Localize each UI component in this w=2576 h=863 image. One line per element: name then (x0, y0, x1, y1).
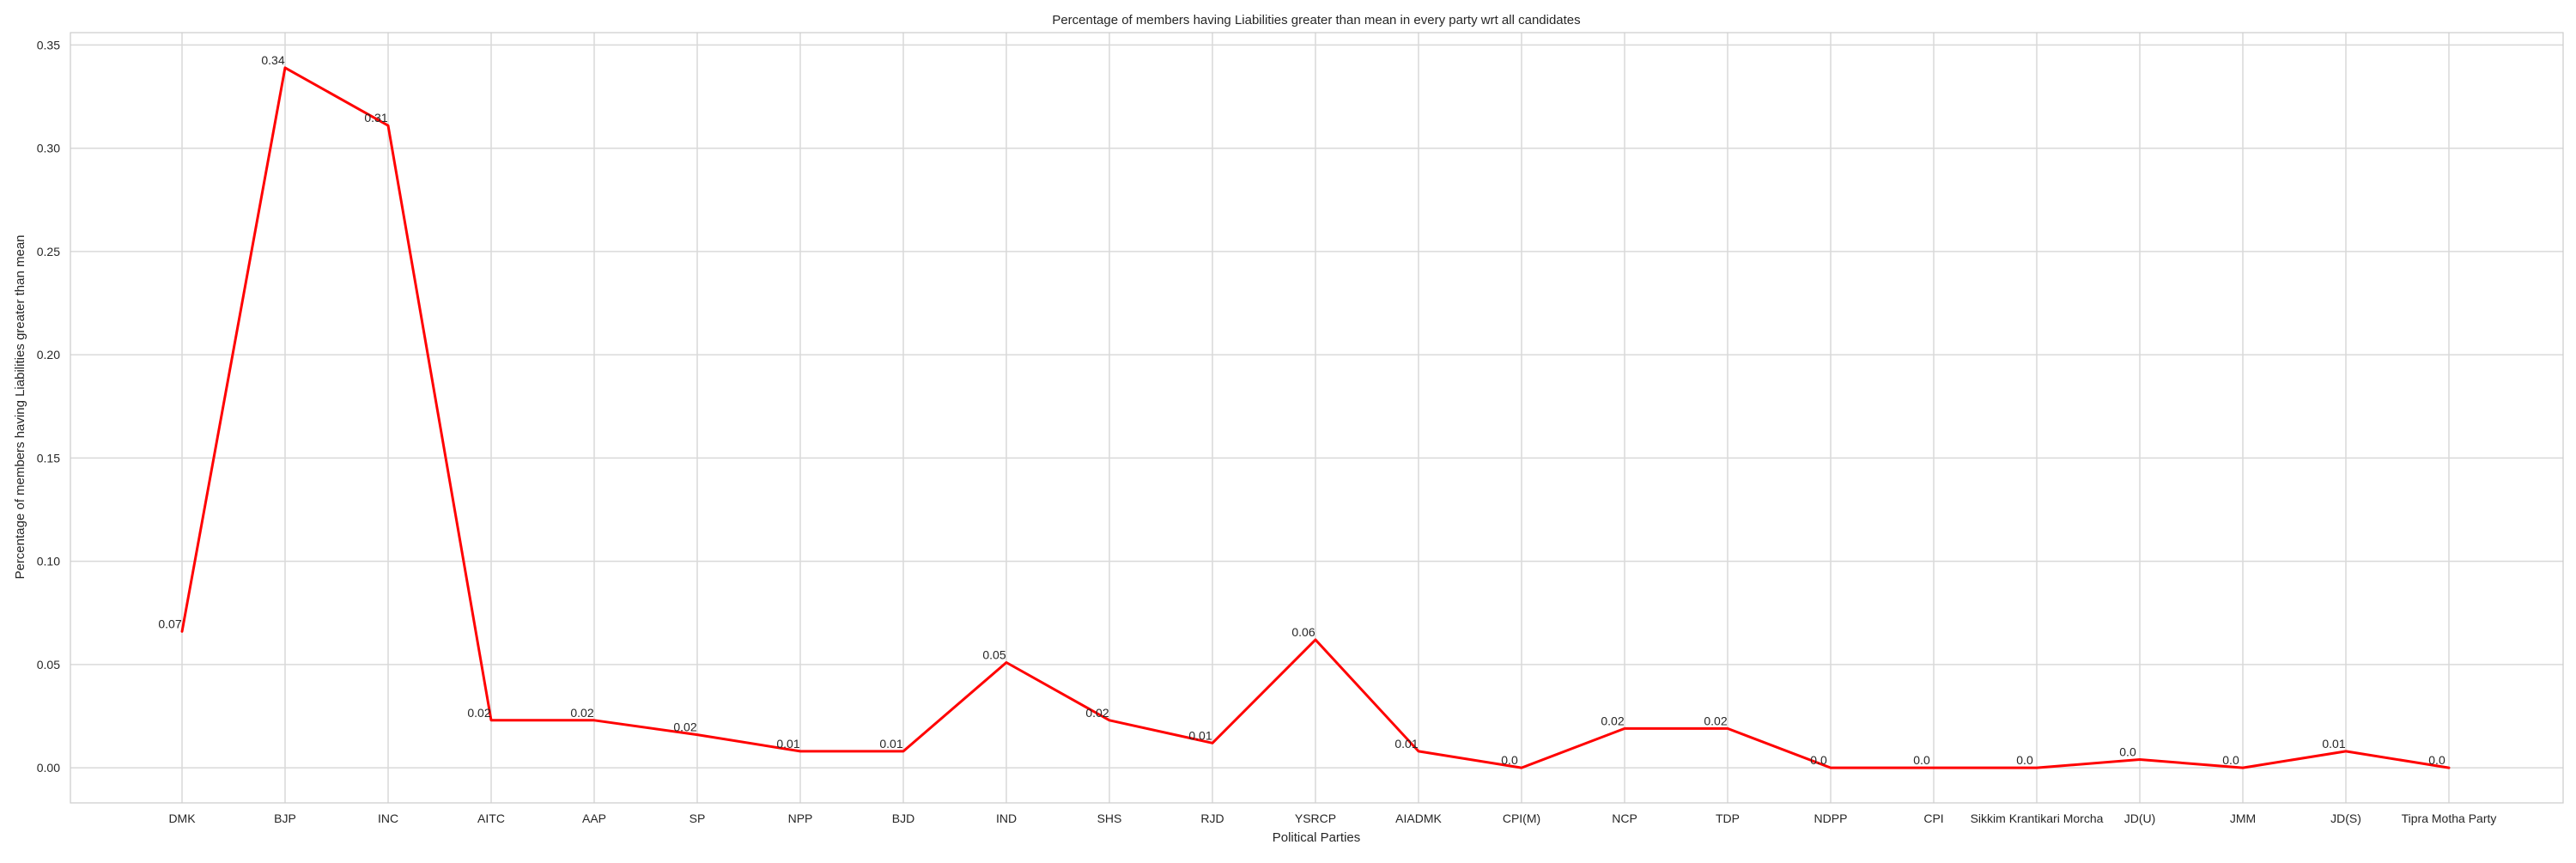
data-point-label: 0.06 (1291, 625, 1315, 639)
x-tick-label: NDPP (1814, 811, 1848, 825)
x-tick-label: Sikkim Krantikari Morcha (1971, 811, 2104, 825)
y-tick-label: 0.15 (37, 451, 60, 465)
data-point-label: 0.31 (364, 111, 387, 125)
data-point-label: 0.0 (2016, 753, 2033, 767)
x-tick-label: NPP (788, 811, 813, 825)
y-tick-label: 0.20 (37, 348, 60, 362)
y-tick-label: 0.25 (37, 245, 60, 258)
x-tick-label: Tipra Motha Party (2402, 811, 2497, 825)
data-labels: 0.07 0.34 0.31 0.02 0.02 0.02 0.01 0.01 0.05 0.02… (158, 53, 2445, 767)
y-tick-label: 0.00 (37, 761, 60, 775)
y-tick-label: 0.10 (37, 555, 60, 568)
data-point-label: 0.0 (2222, 753, 2239, 767)
data-point-label: 0.02 (1085, 706, 1109, 720)
x-tick-label: YSRCP (1295, 811, 1336, 825)
x-axis: DMK BJP INC AITC AAP SP NPP BJD IND SHS RJD YSRCP AI… (168, 811, 2496, 825)
data-point-label: 0.0 (2428, 753, 2445, 767)
x-tick-label: CPI(M) (1503, 811, 1540, 825)
x-tick-label: SHS (1097, 811, 1122, 825)
grid (70, 33, 2563, 803)
x-tick-label: JMM (2230, 811, 2256, 825)
series-line (180, 66, 2451, 769)
data-point-label: 0.02 (1601, 714, 1624, 727)
x-tick-label: BJD (892, 811, 914, 825)
x-tick-label: BJP (274, 811, 296, 825)
y-tick-label: 0.30 (37, 142, 60, 155)
data-point-label: 0.01 (2322, 737, 2345, 751)
x-axis-title: Political Parties (1273, 830, 1361, 845)
data-point-label: 0.0 (1810, 753, 1827, 767)
x-tick-label: IND (996, 811, 1017, 825)
x-tick-label: SP (690, 811, 706, 825)
data-point-label: 0.02 (467, 706, 490, 720)
data-point-label: 0.02 (673, 720, 696, 734)
x-tick-label: JD(U) (2124, 811, 2156, 825)
data-point-label: 0.07 (158, 617, 181, 630)
x-tick-label: CPI (1923, 811, 1943, 825)
y-axis: 0.00 0.05 0.10 0.15 0.20 0.25 0.30 0.35 (37, 38, 60, 775)
chart-title: Percentage of members having Liabilities… (1052, 13, 1580, 27)
data-point-label: 0.01 (776, 737, 799, 751)
data-point-label: 0.34 (261, 53, 284, 67)
x-tick-label: AITC (477, 811, 505, 825)
data-point-label: 0.05 (982, 647, 1005, 661)
data-point-label: 0.02 (1704, 714, 1727, 727)
plot-frame (70, 32, 2564, 804)
x-tick-label: NCP (1612, 811, 1637, 825)
x-tick-label: DMK (168, 811, 196, 825)
data-point-label: 0.0 (2119, 744, 2136, 758)
y-tick-label: 0.05 (37, 658, 60, 672)
y-axis-title: Percentage of members having Liabilities… (13, 234, 27, 579)
x-tick-label: AIADMK (1395, 811, 1442, 825)
data-point-label: 0.01 (1394, 737, 1418, 751)
x-tick-label: TDP (1716, 811, 1740, 825)
y-tick-label: 0.35 (37, 38, 60, 52)
data-point-label: 0.0 (1501, 753, 1518, 767)
x-tick-label: JD(S) (2330, 811, 2361, 825)
x-tick-label: AAP (582, 811, 606, 825)
data-point-label: 0.01 (1188, 728, 1212, 742)
data-point-label: 0.02 (570, 706, 593, 720)
data-point-label: 0.0 (1913, 753, 1930, 767)
x-tick-label: RJD (1200, 811, 1224, 825)
x-tick-label: INC (378, 811, 398, 825)
data-point-label: 0.01 (879, 737, 902, 751)
